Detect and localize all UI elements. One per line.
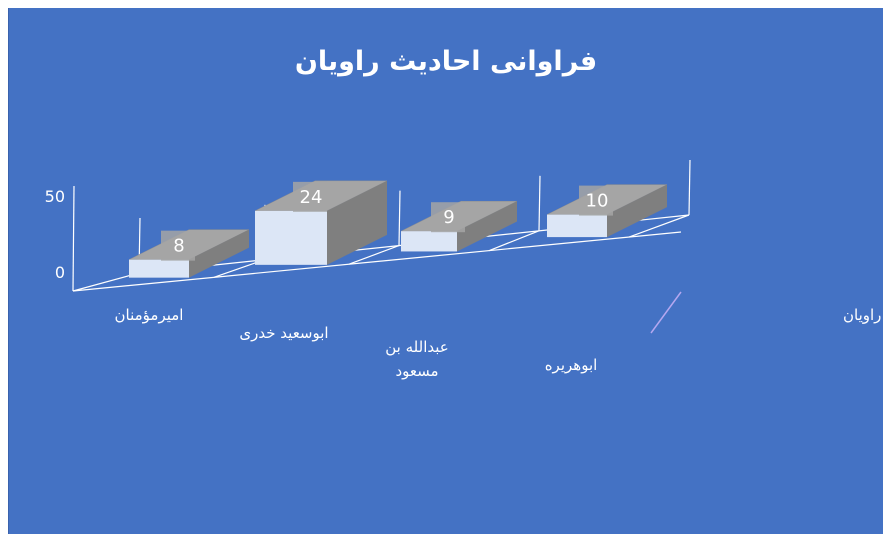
data-label-bg	[161, 230, 195, 261]
back-wall-gridline	[538, 175, 541, 231]
category-label: ابوسعید خدری	[239, 324, 328, 342]
data-label-bg	[579, 185, 613, 216]
floor-right-edge	[650, 291, 682, 334]
legend: فراوانی احادیث راویان	[843, 306, 883, 324]
back-wall-gridline	[688, 159, 691, 216]
y-tick-label: 50	[45, 187, 65, 206]
data-label: 9	[443, 207, 454, 228]
bar-front-face	[255, 210, 327, 265]
y-axis-line	[72, 185, 75, 292]
category-labels: امیرمؤمنان ابوسعید خدری عبدالله بن مسعود ابو…	[115, 306, 598, 380]
floor-divider	[72, 272, 140, 292]
data-label-bg	[431, 202, 465, 233]
back-wall-gridline	[398, 190, 401, 246]
bar-front-face	[547, 214, 607, 238]
floor-divider	[628, 214, 690, 238]
bar-front-face	[129, 259, 189, 278]
chart-plot: 0 50 8 24 9 10 امیرمؤمنان ابوسعید خدری عبدالله…	[45, 159, 883, 380]
chart-title: فراوانی احادیث راویان	[294, 46, 598, 77]
bar-side-face	[327, 180, 387, 265]
data-label: 24	[300, 187, 323, 208]
category-label: ابوهریره	[545, 356, 598, 374]
category-label: امیرمؤمنان	[115, 306, 184, 324]
series-label: فراوانی احادیث راویان	[843, 306, 883, 324]
floor-front-edge	[72, 231, 682, 292]
floor-divider	[348, 245, 400, 265]
bar-side-face	[457, 201, 517, 252]
data-label: 8	[173, 236, 184, 257]
y-axis: 0 50	[45, 185, 75, 292]
data-label: 10	[586, 191, 609, 212]
y-tick-label: 0	[55, 263, 65, 282]
data-label-bg	[293, 181, 327, 212]
floor-divider	[488, 230, 540, 252]
bars: 8 24 9 10	[128, 180, 668, 278]
chart-area: فراوانی احادیث راویان 0 50 8 24 9 10 امیرمؤم…	[8, 8, 883, 534]
bar-front-face	[401, 231, 457, 252]
bar-side-face	[607, 184, 667, 238]
bar-side-face	[189, 229, 249, 278]
category-label: عبدالله بن مسعود	[385, 338, 448, 380]
